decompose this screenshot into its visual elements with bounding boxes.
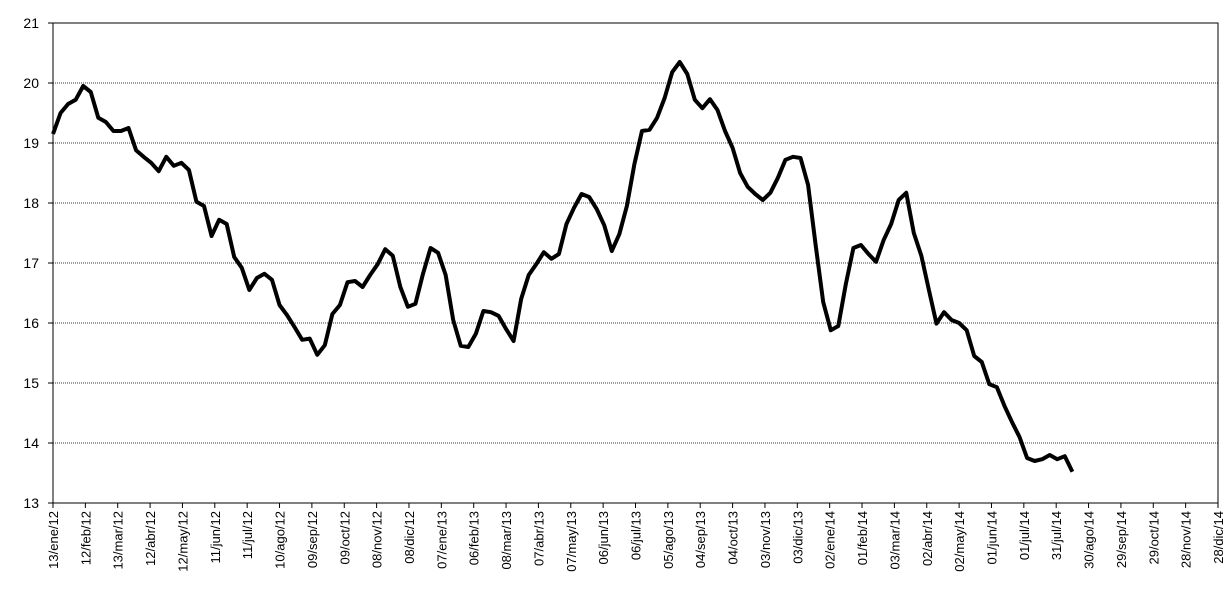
x-tick-label: 04/sep/13 xyxy=(693,511,708,568)
y-tick-label: 17 xyxy=(23,255,39,271)
x-tick-label: 01/jun/14 xyxy=(984,511,999,565)
x-tick-label: 02/ene/14 xyxy=(823,511,838,569)
x-tick-label: 09/sep/12 xyxy=(305,511,320,568)
x-tick-label: 08/dic/12 xyxy=(402,511,417,564)
x-tick-label: 02/abr/14 xyxy=(920,511,935,566)
x-tick-label: 07/may/13 xyxy=(564,511,579,572)
x-tick-label: 09/oct/12 xyxy=(337,511,352,565)
x-tick-label: 11/jun/12 xyxy=(208,511,223,564)
plot-frame xyxy=(52,22,1219,504)
y-tick-label: 15 xyxy=(23,375,39,391)
y-tick-label: 21 xyxy=(23,15,39,31)
x-tick-label: 11/jul/12 xyxy=(240,511,255,559)
x-tick-label: 01/jul/14 xyxy=(1017,511,1032,560)
x-tick-label: 29/sep/14 xyxy=(1114,511,1129,568)
x-tick-label: 03/dic/13 xyxy=(790,511,805,564)
x-tick-label: 04/oct/13 xyxy=(726,511,741,565)
x-tick-label: 03/nov/13 xyxy=(758,511,773,568)
x-tick-label: 02/may/14 xyxy=(952,511,967,572)
x-tick-label: 06/jun/13 xyxy=(596,511,611,565)
x-tick-label: 01/feb/14 xyxy=(855,511,870,565)
y-tick-label: 19 xyxy=(23,135,39,151)
y-tick-label: 13 xyxy=(23,495,39,511)
x-tick-label: 10/ago/12 xyxy=(273,511,288,569)
x-tick-label: 05/ago/13 xyxy=(661,511,676,569)
y-tick-label: 14 xyxy=(23,435,39,451)
x-tick-label: 28/nov/14 xyxy=(1179,511,1194,568)
y-tick-label: 20 xyxy=(23,75,39,91)
x-tick-label: 08/nov/12 xyxy=(370,511,385,568)
x-tick-label: 08/mar/13 xyxy=(499,511,514,570)
x-tick-label: 31/jul/14 xyxy=(1049,511,1064,560)
x-tick-label: 03/mar/14 xyxy=(887,511,902,570)
data-line xyxy=(51,60,1075,473)
x-tick-label: 12/feb/12 xyxy=(78,511,93,565)
x-tick-label: 28/dic/14 xyxy=(1211,511,1226,564)
x-tick-label: 07/ene/13 xyxy=(434,511,449,569)
x-tick-label: 12/abr/12 xyxy=(143,511,158,566)
x-tick-label: 29/oct/14 xyxy=(1146,511,1161,565)
y-tick-label: 18 xyxy=(23,195,39,211)
x-tick-label: 13/ene/12 xyxy=(46,511,61,569)
y-tick-label: 16 xyxy=(23,315,39,331)
x-tick-label: 12/may/12 xyxy=(175,511,190,572)
x-tick-label: 06/jul/13 xyxy=(629,511,644,560)
x-tick-label: 07/abr/13 xyxy=(531,511,546,566)
x-tick-label: 30/ago/14 xyxy=(1082,511,1097,569)
x-tick-label: 13/mar/12 xyxy=(111,511,126,570)
x-tick-label: 06/feb/13 xyxy=(467,511,482,565)
